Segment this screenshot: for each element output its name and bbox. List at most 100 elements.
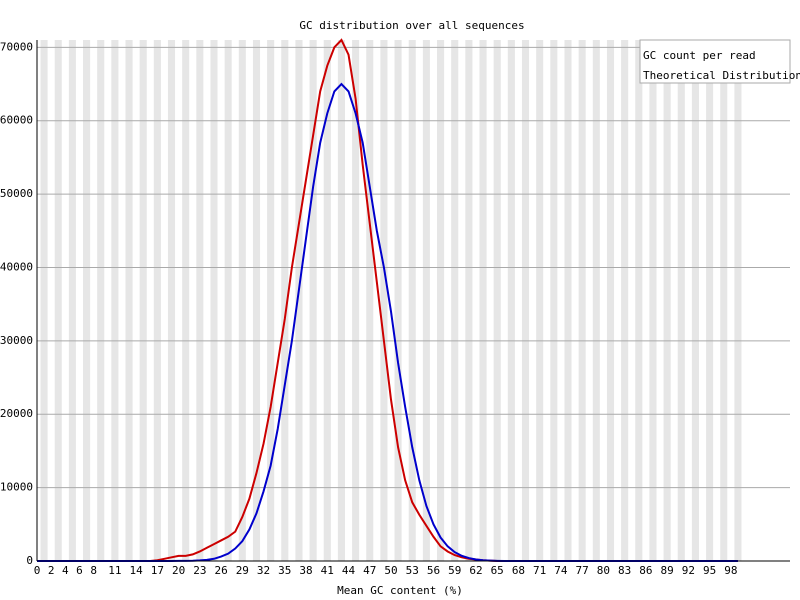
x-tick-label: 4 — [62, 564, 69, 577]
stripe — [352, 40, 360, 561]
stripe — [437, 40, 445, 561]
stripe — [83, 40, 91, 561]
stripe — [606, 40, 615, 561]
stripe — [536, 40, 544, 561]
stripe — [267, 40, 275, 561]
stripe — [97, 40, 105, 561]
stripe — [309, 40, 317, 561]
stripe — [451, 40, 459, 561]
x-tick-label: 53 — [406, 564, 419, 577]
stripe — [40, 40, 48, 561]
stripe — [408, 40, 416, 561]
y-tick-label: 20000 — [0, 407, 33, 420]
stripe — [68, 40, 76, 561]
y-tick-label: 60000 — [0, 114, 33, 127]
x-tick-label: 86 — [639, 564, 652, 577]
stripe — [677, 40, 685, 561]
x-tick-label: 71 — [533, 564, 546, 577]
stripe — [720, 40, 728, 561]
x-tick-label: 20 — [172, 564, 185, 577]
x-tick-label: 68 — [512, 564, 525, 577]
stripe — [564, 40, 572, 561]
y-tick-label: 50000 — [0, 187, 33, 200]
stripe — [422, 40, 430, 561]
stripe — [691, 40, 699, 561]
stripe — [592, 40, 600, 561]
stripe — [337, 40, 345, 561]
x-tick-label: 47 — [363, 564, 376, 577]
x-tick-label: 62 — [469, 564, 482, 577]
x-tick-label: 59 — [448, 564, 461, 577]
y-tick-label: 0 — [26, 554, 33, 567]
stripe — [111, 40, 119, 561]
x-tick-label: 14 — [129, 564, 143, 577]
stripe — [54, 40, 62, 561]
chart-title: GC distribution over all sequences — [299, 19, 524, 32]
y-tick-label: 10000 — [0, 481, 33, 494]
stripe — [252, 40, 261, 561]
x-tick-label: 26 — [214, 564, 227, 577]
x-tick-label: 95 — [703, 564, 716, 577]
x-tick-label: 2 — [48, 564, 55, 577]
stripe — [578, 40, 586, 561]
stripe — [295, 40, 303, 561]
x-tick-label: 38 — [299, 564, 312, 577]
stripe — [706, 40, 714, 561]
stripe — [182, 40, 190, 561]
stripe — [153, 40, 161, 561]
stripe — [663, 40, 671, 561]
x-tick-label: 92 — [682, 564, 695, 577]
stripe — [167, 40, 176, 561]
stripe — [210, 40, 218, 561]
x-tick-label: 65 — [491, 564, 504, 577]
stripe — [139, 40, 147, 561]
stripe — [479, 40, 487, 561]
x-tick-label: 11 — [108, 564, 121, 577]
x-tick-label: 35 — [278, 564, 291, 577]
stripe — [521, 40, 530, 561]
x-tick-label: 89 — [660, 564, 673, 577]
stripe — [125, 40, 133, 561]
x-tick-label: 0 — [34, 564, 41, 577]
legend-entry: GC count per read — [643, 49, 756, 62]
y-tick-label: 30000 — [0, 334, 33, 347]
stripe — [507, 40, 515, 561]
x-tick-label: 44 — [342, 564, 356, 577]
x-tick-label: 32 — [257, 564, 270, 577]
x-tick-label: 8 — [90, 564, 97, 577]
x-tick-label: 6 — [76, 564, 83, 577]
y-tick-label: 70000 — [0, 40, 33, 53]
x-tick-label: 74 — [554, 564, 568, 577]
stripe — [281, 40, 289, 561]
stripe — [635, 40, 643, 561]
stripe — [493, 40, 501, 561]
stripe — [649, 40, 657, 561]
x-tick-label: 50 — [384, 564, 397, 577]
legend-box — [639, 39, 791, 84]
stripe — [196, 40, 204, 561]
background-stripes — [40, 40, 742, 561]
x-tick-label: 98 — [724, 564, 737, 577]
y-tick-label: 40000 — [0, 260, 33, 273]
stripe — [380, 40, 388, 561]
stripe — [224, 40, 232, 561]
stripe — [550, 40, 558, 561]
x-tick-label: 29 — [236, 564, 249, 577]
x-tick-label: 80 — [597, 564, 610, 577]
stripe — [366, 40, 374, 561]
stripe — [323, 40, 331, 561]
stripe — [238, 40, 246, 561]
x-tick-label: 23 — [193, 564, 206, 577]
stripe — [621, 40, 629, 561]
stripe — [734, 40, 742, 561]
x-axis-label: Mean GC content (%) — [337, 584, 463, 597]
stripe — [465, 40, 473, 561]
x-tick-label: 56 — [427, 564, 440, 577]
stripe — [394, 40, 402, 561]
x-tick-label: 83 — [618, 564, 631, 577]
x-tick-label: 41 — [321, 564, 334, 577]
x-tick-label: 17 — [151, 564, 164, 577]
legend-entry: Theoretical Distribution — [643, 69, 800, 82]
x-tick-label: 77 — [576, 564, 589, 577]
